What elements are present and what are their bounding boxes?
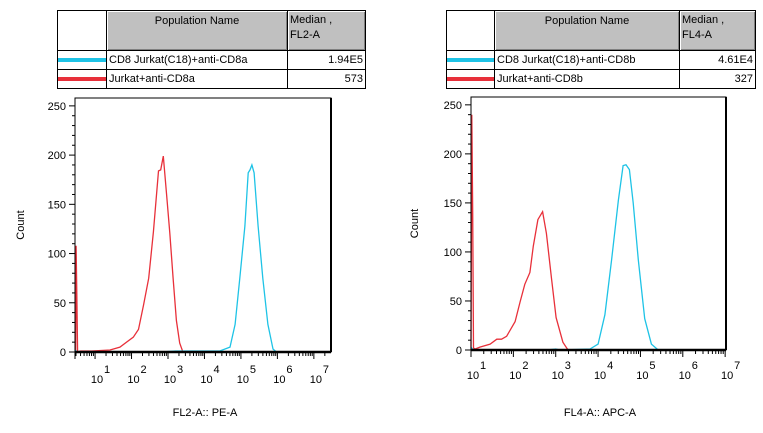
legend-row: CD8 Jurkat(C18)+anti-CD8b 4.61E4: [446, 50, 756, 70]
population-name: CD8 Jurkat(C18)+anti-CD8a: [106, 50, 288, 70]
cyan-histogram-line: [74, 162, 331, 353]
x-tick-label-exponent: 4: [607, 360, 613, 372]
x-tick-label-exponent: 1: [104, 364, 110, 376]
x-tick-label-base: 10: [164, 374, 176, 386]
y-tick-label: 100: [444, 247, 462, 259]
y-axis-label: Count: [15, 210, 27, 239]
legend-corner-cell: [57, 10, 107, 51]
x-tick-label-base: 10: [594, 370, 606, 382]
x-tick-label-base: 10: [467, 370, 479, 382]
y-tick-label: 0: [456, 345, 462, 357]
y-tick-label: 0: [60, 347, 66, 359]
x-axis-label: FL2-A:: PE-A: [173, 407, 238, 419]
y-tick-label: 50: [54, 298, 66, 310]
legend-row: Jurkat+anti-CD8a 573: [57, 69, 366, 89]
x-tick-label-exponent: 2: [141, 364, 147, 376]
y-tick-label: 250: [444, 100, 462, 112]
plot-frame: [470, 96, 727, 351]
legend-row: CD8 Jurkat(C18)+anti-CD8a 1.94E5: [57, 50, 366, 70]
red-histogram-line: [470, 114, 726, 351]
x-tick-label-exponent: 7: [734, 360, 740, 372]
x-tick-label-exponent: 5: [649, 360, 655, 372]
population-name: Jurkat+anti-CD8b: [494, 69, 680, 89]
legend-row: Jurkat+anti-CD8b 327: [446, 69, 756, 89]
x-tick-label-base: 10: [636, 370, 648, 382]
y-tick-label: 200: [444, 149, 462, 161]
x-axis-label: FL4-A:: APC-A: [564, 407, 637, 419]
median-value: 573: [287, 69, 366, 89]
column-header-population-name[interactable]: Population Name: [494, 10, 680, 51]
legend-swatch-cyan: [57, 50, 107, 70]
column-header-median[interactable]: Median , FL2-A: [287, 10, 366, 51]
x-tick-label-base: 10: [91, 374, 103, 386]
plot-frame: [74, 97, 332, 353]
y-tick-label: 200: [48, 150, 66, 162]
x-tick-label-exponent: 2: [522, 360, 528, 372]
histogram-panel-2: 050100150200250101102103104105106107FL4-…: [409, 96, 740, 419]
population-name: Jurkat+anti-CD8a: [106, 69, 288, 89]
x-tick-label-exponent: 6: [692, 360, 698, 372]
legend-swatch-red: [446, 69, 495, 89]
y-tick-label: 100: [48, 249, 66, 261]
x-tick-label-base: 10: [310, 374, 322, 386]
population-name: CD8 Jurkat(C18)+anti-CD8b: [494, 50, 680, 70]
x-tick-label-base: 10: [509, 370, 521, 382]
y-tick-label: 50: [450, 296, 462, 308]
y-tick-label: 250: [48, 101, 66, 113]
x-tick-label-exponent: 6: [286, 364, 292, 376]
median-header-line1: Median ,: [682, 14, 725, 26]
x-tick-label-exponent: 1: [480, 360, 486, 372]
x-tick-label-exponent: 5: [250, 364, 256, 376]
median-value: 327: [679, 69, 756, 89]
y-axis-label: Count: [409, 209, 421, 238]
x-tick-label-base: 10: [237, 374, 249, 386]
y-tick-label: 150: [48, 199, 66, 211]
x-tick-label-base: 10: [200, 374, 212, 386]
red-histogram-line: [75, 155, 331, 353]
x-tick-label-exponent: 3: [177, 364, 183, 376]
median-value: 4.61E4: [679, 50, 756, 70]
cyan-histogram-line: [470, 163, 726, 351]
median-header-line2: FL4-A: [682, 29, 712, 41]
histogram-panel-1: 050100150200250101102103104105106107FL2-…: [15, 97, 332, 419]
x-tick-label-exponent: 3: [565, 360, 571, 372]
x-tick-label-exponent: 4: [213, 364, 219, 376]
legend-corner-cell: [446, 10, 495, 51]
x-tick-label-exponent: 7: [323, 364, 329, 376]
legend-swatch-cyan: [446, 50, 495, 70]
median-header-line2: FL2-A: [290, 29, 320, 41]
median-value: 1.94E5: [287, 50, 366, 70]
legend-table-right: Population Name Median , FL4-A CD8 Jurkat…: [446, 10, 756, 89]
x-tick-label-base: 10: [273, 374, 285, 386]
legend-swatch-red: [57, 69, 107, 89]
x-tick-label-base: 10: [127, 374, 139, 386]
x-tick-label-base: 10: [721, 370, 733, 382]
median-header-line1: Median ,: [290, 14, 333, 26]
x-tick-label-base: 10: [552, 370, 564, 382]
legend-table-left: Population Name Median , FL2-A CD8 Jurkat…: [57, 10, 366, 89]
x-tick-label-base: 10: [679, 370, 691, 382]
y-tick-label: 150: [444, 198, 462, 210]
column-header-median[interactable]: Median , FL4-A: [679, 10, 756, 51]
column-header-population-name[interactable]: Population Name: [106, 10, 288, 51]
